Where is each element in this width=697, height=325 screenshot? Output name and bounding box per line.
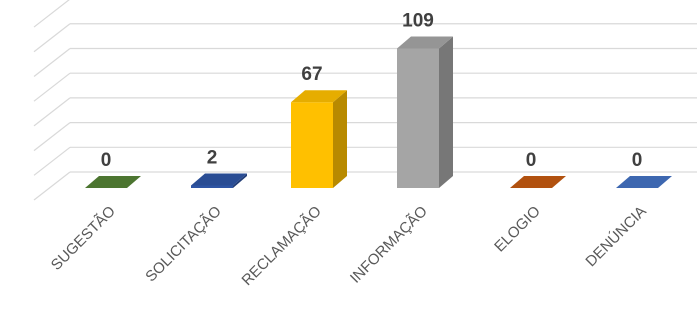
gridline-side (33, 122, 71, 152)
bar-top (291, 90, 347, 103)
category-label: SUGESTÃO (48, 203, 119, 274)
data-label: 67 (301, 64, 322, 85)
data-label: 0 (101, 150, 112, 171)
gridline-side (33, 23, 71, 53)
bar (616, 176, 672, 189)
bar-side (439, 36, 453, 189)
gridline-side (33, 146, 71, 176)
bar-side (333, 90, 347, 188)
gridlines (33, 0, 697, 201)
bar-side (233, 173, 247, 188)
gridline-side (33, 0, 70, 28)
category-label: DENÚNCIA (582, 203, 649, 270)
bar (510, 176, 566, 189)
bar-front (291, 102, 333, 188)
category-label: INFORMAÇÃO (347, 203, 431, 287)
bar-series (85, 36, 672, 189)
bar-front (397, 48, 439, 189)
bar (191, 173, 247, 188)
bar-top (191, 173, 247, 186)
category-label: RECLAMAÇÃO (239, 203, 325, 289)
gridline-side (33, 48, 71, 77)
gridline-side (33, 171, 71, 201)
data-label: 0 (632, 150, 643, 171)
data-label: 0 (526, 150, 537, 171)
bar-top (616, 176, 672, 188)
bar (85, 176, 141, 189)
bar-top (510, 176, 566, 188)
category-labels: SUGESTÃO SOLICITAÇÃO RECLAMAÇÃO INFORMAÇÃO E… (48, 203, 650, 289)
gridline-side (33, 97, 71, 127)
category-label: ELOGIO (491, 203, 544, 256)
data-label: 109 (402, 10, 434, 31)
bar-front (191, 185, 233, 188)
data-labels: 0 2 67 109 0 0 (101, 10, 643, 171)
bar-top (85, 176, 141, 188)
bar (291, 90, 347, 188)
data-label: 2 (207, 147, 218, 168)
gridline-side (33, 72, 71, 102)
bar-top (397, 36, 453, 49)
bar (397, 36, 453, 189)
category-label: SOLICITAÇÃO (142, 203, 225, 286)
